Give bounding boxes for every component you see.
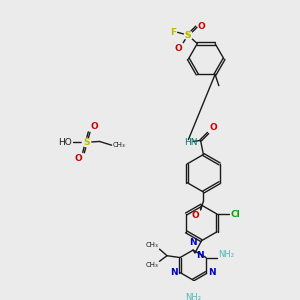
- Text: HO: HO: [58, 138, 72, 147]
- Text: CH₃: CH₃: [146, 242, 159, 248]
- Text: O: O: [192, 211, 200, 220]
- Text: N: N: [196, 251, 203, 260]
- Text: N: N: [189, 238, 197, 247]
- Text: O: O: [209, 123, 217, 132]
- Text: S: S: [185, 31, 191, 40]
- Text: CH₃: CH₃: [146, 262, 159, 268]
- Text: N: N: [171, 268, 178, 277]
- Text: O: O: [175, 44, 182, 52]
- Text: F: F: [171, 28, 177, 37]
- Text: HN: HN: [184, 138, 197, 147]
- Text: CH₃: CH₃: [112, 142, 125, 148]
- Text: S: S: [83, 138, 90, 147]
- Text: O: O: [197, 22, 205, 31]
- Text: N: N: [208, 268, 216, 277]
- Text: Cl: Cl: [230, 209, 240, 218]
- Text: NH₂: NH₂: [185, 293, 201, 300]
- Text: NH₂: NH₂: [218, 250, 234, 259]
- Text: S: S: [185, 31, 191, 40]
- Text: O: O: [75, 154, 83, 163]
- Text: O: O: [90, 122, 98, 131]
